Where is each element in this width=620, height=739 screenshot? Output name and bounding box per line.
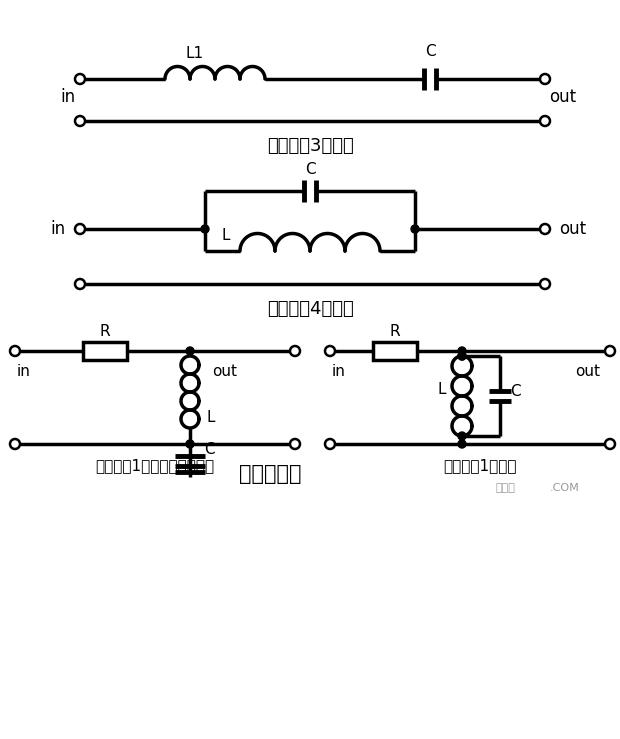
Text: C: C <box>204 443 215 457</box>
Text: L: L <box>222 228 230 243</box>
Text: C: C <box>425 44 435 58</box>
Text: in: in <box>17 364 31 378</box>
Circle shape <box>201 225 209 233</box>
Text: 接线图: 接线图 <box>495 483 515 493</box>
Text: out: out <box>559 220 586 238</box>
Text: 信号滤波1－带通: 信号滤波1－带通 <box>443 458 516 474</box>
Text: in: in <box>332 364 346 378</box>
Text: L: L <box>438 383 446 398</box>
Text: out: out <box>212 364 237 378</box>
Circle shape <box>411 225 419 233</box>
Circle shape <box>458 352 466 360</box>
Text: C: C <box>304 162 316 177</box>
Text: R: R <box>390 324 401 338</box>
Text: 信号滤波4－带阻: 信号滤波4－带阻 <box>267 300 353 318</box>
Circle shape <box>458 352 466 360</box>
Text: R: R <box>100 324 110 338</box>
Text: in: in <box>51 220 66 238</box>
Text: L1: L1 <box>186 47 204 61</box>
Text: 信号滤波1－带阻（陷波器）: 信号滤波1－带阻（陷波器） <box>95 458 215 474</box>
Bar <box>83 342 127 360</box>
Circle shape <box>458 440 466 448</box>
Text: out: out <box>549 88 576 106</box>
Text: out: out <box>575 364 600 378</box>
Text: in: in <box>61 88 76 106</box>
Circle shape <box>458 432 466 440</box>
Text: 信号滤波器: 信号滤波器 <box>239 464 301 484</box>
Bar <box>373 342 417 360</box>
Circle shape <box>186 347 194 355</box>
Circle shape <box>186 440 194 448</box>
Text: L: L <box>206 410 215 426</box>
Text: .COM: .COM <box>550 483 580 493</box>
Text: 信号滤波3－带通: 信号滤波3－带通 <box>267 137 353 155</box>
Circle shape <box>458 347 466 355</box>
Text: C: C <box>510 384 521 400</box>
